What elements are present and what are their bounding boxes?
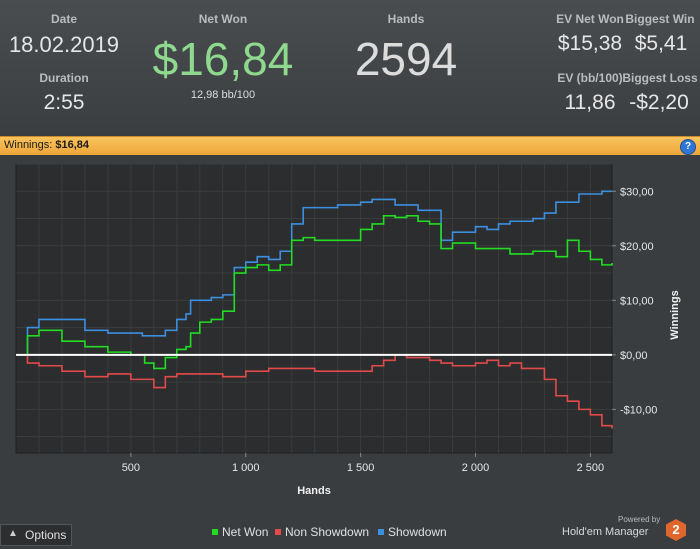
help-icon[interactable]: ? xyxy=(680,139,696,155)
options-label: Options xyxy=(25,528,67,542)
x-tick-label: 1 500 xyxy=(347,462,375,474)
y-axis: $30,00 $20,00 $10,00 $0,00 -$10,00 xyxy=(612,186,657,416)
legend-net-won[interactable]: Net Won xyxy=(212,525,268,539)
duration-value: 2:55 xyxy=(43,91,85,114)
y-tick-label: $10,00 xyxy=(620,295,654,307)
y-tick-label: -$10,00 xyxy=(620,404,657,416)
ev-bb-label: EV (bb/100) xyxy=(557,71,623,85)
stats-panel: Date 18.02.2019 Duration 2:55 Net Won $1… xyxy=(0,0,700,136)
brand-name: Hold'em Manager xyxy=(562,526,649,538)
biggest-loss-label: Biggest Loss xyxy=(622,71,698,85)
date-label: Date xyxy=(50,12,77,26)
legend-label-net-won: Net Won xyxy=(222,525,269,539)
hands-value: 2594 xyxy=(354,33,458,85)
legend-label-showdown: Showdown xyxy=(388,525,447,539)
powered-by-text: Powered by xyxy=(618,515,661,524)
net-won-label: Net Won xyxy=(198,12,248,26)
legend-swatch-showdown xyxy=(378,529,384,535)
biggest-win-label: Biggest Win xyxy=(625,12,695,26)
y-tick-label: $20,00 xyxy=(620,241,654,253)
series-line-non-showdown xyxy=(16,354,613,429)
legend-label-non-showdown: Non Showdown xyxy=(285,525,370,539)
hem2-logo-icon: 2 xyxy=(666,519,686,541)
series-line-showdown xyxy=(16,190,612,356)
brand-logo: Powered by Hold'em Manager 2 xyxy=(560,514,700,549)
ev-net-won-label: EV Net Won xyxy=(556,12,624,26)
biggest-loss-value: -$2,20 xyxy=(629,91,689,114)
series-line-net-won xyxy=(16,215,613,370)
legend-showdown[interactable]: Showdown xyxy=(378,525,447,539)
legend-swatch-non-showdown xyxy=(275,529,281,535)
winnings-chart: 500 1 000 1 500 2 000 2 500 $30,00 $20,00 $10,… xyxy=(15,163,681,497)
x-tick-label: 2 500 xyxy=(577,462,605,474)
chart-series xyxy=(16,190,613,429)
hands-label: Hands xyxy=(387,12,425,26)
net-won-value: $16,84 xyxy=(152,33,294,85)
winnings-prefix: Winnings: xyxy=(4,139,53,151)
legend-swatch-net-won xyxy=(212,529,218,535)
x-tick-label: 500 xyxy=(122,462,140,474)
duration-label: Duration xyxy=(39,71,89,85)
ev-net-won-value: $15,38 xyxy=(557,32,623,55)
winnings-banner-text: Winnings: $16,84 xyxy=(4,139,89,151)
bb-per-100: 12,98 bb/100 xyxy=(190,89,256,101)
x-tick-label: 1 000 xyxy=(232,462,260,474)
ev-bb-value: 11,86 xyxy=(564,91,616,114)
date-value: 18.02.2019 xyxy=(8,32,120,57)
y-tick-label: $0,00 xyxy=(620,350,648,362)
plot-background xyxy=(15,163,613,454)
options-button[interactable]: ▲ Options xyxy=(0,524,72,546)
winnings-banner: Winnings: $16,84 ? xyxy=(0,136,700,156)
chart-grid xyxy=(16,163,612,453)
y-axis-label: Winnings xyxy=(669,290,681,339)
x-axis: 500 1 000 1 500 2 000 2 500 xyxy=(122,453,604,474)
winnings-chart-area: 500 1 000 1 500 2 000 2 500 $30,00 $20,00 $10,… xyxy=(0,155,700,549)
chevron-up-icon: ▲ xyxy=(8,528,18,539)
biggest-win-value: $5,41 xyxy=(634,32,688,55)
legend-non-showdown[interactable]: Non Showdown xyxy=(275,525,369,539)
x-axis-label: Hands xyxy=(297,485,331,497)
winnings-amount: $16,84 xyxy=(55,139,90,151)
y-tick-label: $30,00 xyxy=(620,186,654,198)
x-tick-label: 2 000 xyxy=(462,462,490,474)
